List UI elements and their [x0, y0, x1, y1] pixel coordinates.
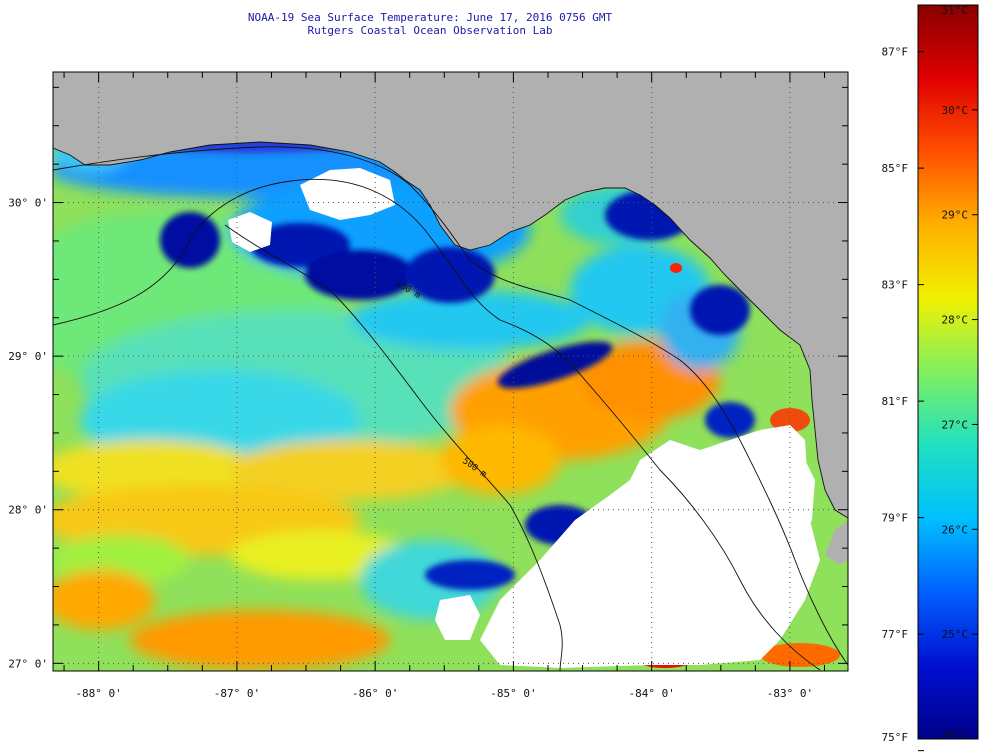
fahrenheit-label: 83°F [882, 279, 909, 292]
fahrenheit-label: 75°F [882, 731, 909, 744]
lon-tick-label: -83° 0' [767, 687, 813, 700]
cloud-mask [228, 168, 820, 668]
celsius-label: 25°C [942, 628, 969, 641]
colorbar: 24°C 25°C 26°C 27°C 28°C 29°C 30°C 31°C 75°F 77°F… [882, 4, 979, 752]
lat-tick-label: 29° 0' [8, 350, 48, 363]
map-plot-area [53, 72, 848, 671]
colorbar-gradient [917, 4, 979, 740]
sst-map: 500 m 100 m -88° 0' -87° 0' -86° 0' -85° 0'… [8, 71, 849, 700]
celsius-label: 24°C [942, 728, 969, 741]
celsius-label: 27°C [942, 418, 969, 431]
fahrenheit-label: 81°F [882, 395, 909, 408]
lat-tick-label: 27° 0' [8, 657, 48, 670]
land-small-island [825, 520, 848, 565]
colorbar-labels: 24°C 25°C 26°C 27°C 28°C 29°C 30°C 31°C 75°F 77°F… [882, 4, 978, 752]
lon-tick-label: -87° 0' [214, 687, 260, 700]
celsius-label: 29°C [942, 209, 969, 222]
lat-tick-label: 30° 0' [8, 197, 48, 210]
celsius-label: 26°C [942, 523, 969, 536]
celsius-label: 30°C [942, 104, 969, 117]
coast-and-isobaths [53, 141, 848, 671]
lon-tick-label: -86° 0' [352, 687, 398, 700]
land [53, 72, 848, 518]
lon-tick-label: -84° 0' [628, 687, 674, 700]
lon-tick-label: -85° 0' [490, 687, 536, 700]
lon-tick-label: -88° 0' [75, 687, 121, 700]
map-ticks [53, 72, 848, 671]
fahrenheit-label: 77°F [882, 628, 909, 641]
map-frame [52, 71, 849, 672]
fahrenheit-label: 79°F [882, 512, 909, 525]
celsius-label: 31°C [942, 4, 969, 17]
map-title: NOAA-19 Sea Surface Temperature: June 17… [247, 11, 613, 24]
fahrenheit-label: 85°F [882, 162, 909, 175]
celsius-label: 28°C [942, 314, 969, 327]
lat-tick-label: 28° 0' [8, 504, 48, 517]
map-subtitle: Rutgers Coastal Ocean Observation Lab [307, 24, 553, 37]
fahrenheit-label: 87°F [882, 46, 909, 59]
